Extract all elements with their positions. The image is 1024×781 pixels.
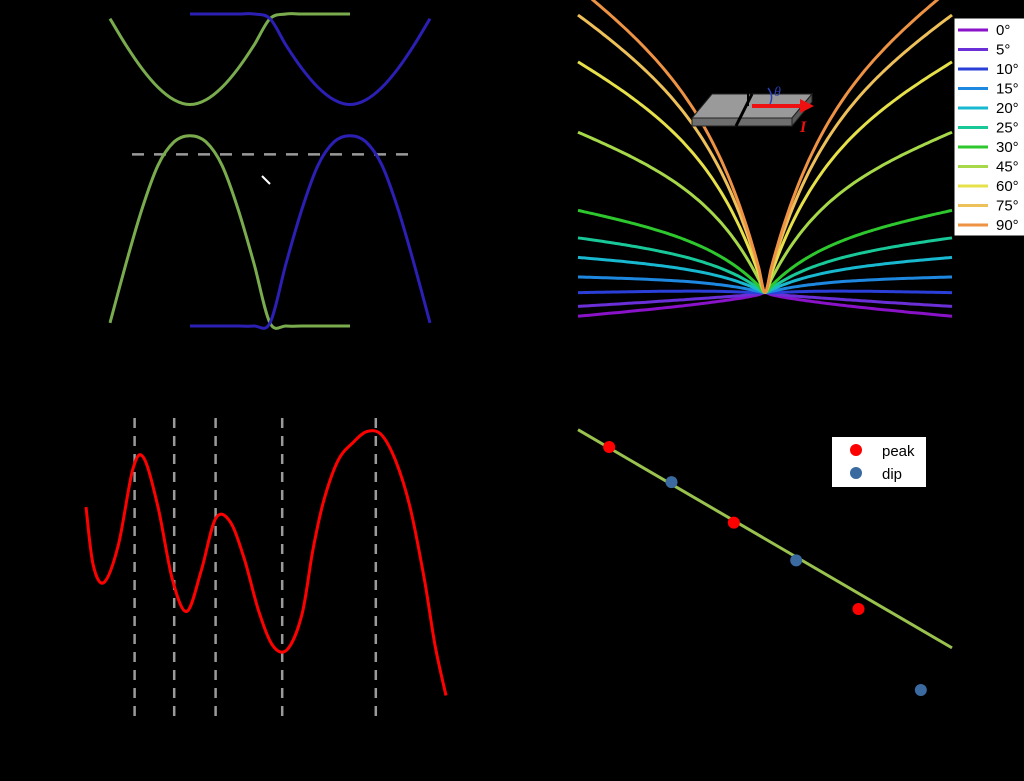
angle-curve-10: [590, 0, 940, 295]
angle-arc-icon: [767, 87, 773, 105]
angle-legend-label-8: 60°: [996, 178, 1019, 195]
angle-legend-label-2: 10°: [996, 61, 1019, 78]
angle-theta-label: θ: [774, 85, 781, 100]
peak-dip-legend: peak dip: [832, 437, 926, 487]
peak-legend-label: peak: [882, 443, 915, 460]
device-slab-front: [691, 117, 793, 127]
fit-panel: peak dip: [577, 428, 953, 696]
angle-curves: [577, 0, 953, 318]
peak-legend-marker: [850, 444, 862, 456]
crossing-arrow-icon: [261, 175, 271, 185]
peak-dip-legend-box: [832, 437, 926, 487]
angle-legend-label-0: 0°: [996, 22, 1010, 39]
scatter-points: [603, 441, 927, 696]
dip-point-2: [914, 684, 927, 696]
angle-legend-label-6: 30°: [996, 139, 1019, 156]
dip-point-1: [790, 554, 803, 567]
angle-legend-label-3: 15°: [996, 81, 1019, 98]
angle-legend-label-4: 20°: [996, 100, 1019, 117]
oscillation-trace: [84, 429, 448, 696]
linear-fit-line: [577, 428, 953, 650]
band-curve-1: [108, 134, 350, 330]
band-curve-0: [108, 12, 350, 107]
angle-dependence-panel: θ I 0° 5° 10° 15° 20° 25° 30° 45° 60° 75° 90°: [577, 0, 1024, 318]
band-dispersion-panel: [108, 12, 432, 330]
peak-point-1: [727, 516, 740, 529]
oscillation-panel: [84, 418, 448, 718]
angle-legend-label-5: 25°: [996, 120, 1019, 137]
angle-legend-label-7: 45°: [996, 159, 1019, 176]
dip-legend-marker: [850, 467, 862, 479]
band-curve-2: [190, 12, 432, 107]
band-curve-3: [190, 134, 432, 330]
device-schematic-inset: θ I: [690, 84, 814, 136]
angle-legend-items: 0° 5° 10° 15° 20° 25° 30° 45° 60° 75° 90°: [958, 22, 1019, 234]
peak-point-2: [852, 603, 865, 615]
dip-point-0: [665, 476, 678, 489]
dip-legend-label: dip: [882, 466, 902, 483]
peak-point-0: [603, 441, 616, 453]
field-line: [734, 93, 754, 127]
current-label: I: [799, 119, 807, 136]
angle-legend: 0° 5° 10° 15° 20° 25° 30° 45° 60° 75° 90°: [953, 17, 1024, 237]
band-curves: [108, 12, 432, 330]
angle-legend-label-1: 5°: [996, 42, 1010, 59]
dashed-guide-lines: [133, 418, 378, 718]
angle-legend-label-10: 90°: [996, 217, 1019, 234]
peak-dip-legend-items: peak dip: [850, 443, 915, 483]
current-arrow-head-icon: [800, 99, 814, 113]
angle-legend-label-9: 75°: [996, 198, 1019, 215]
